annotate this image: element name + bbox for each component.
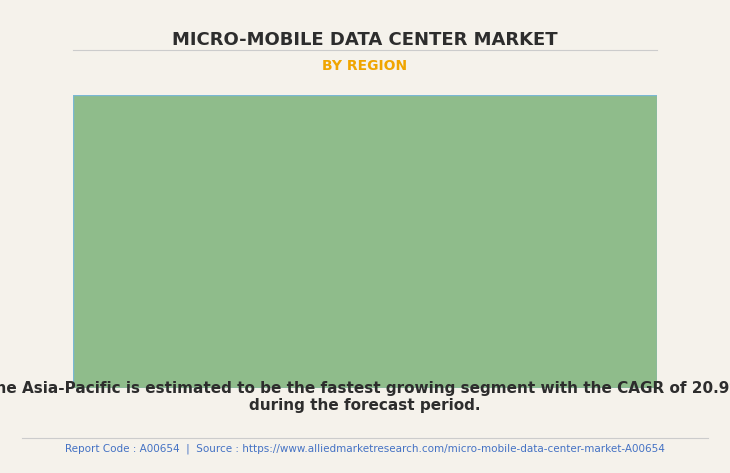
Text: during the forecast period.: during the forecast period.: [249, 398, 481, 413]
Text: BY REGION: BY REGION: [323, 59, 407, 73]
Text: MICRO-MOBILE DATA CENTER MARKET: MICRO-MOBILE DATA CENTER MARKET: [172, 31, 558, 49]
Text: Report Code : A00654  |  Source : https://www.alliedmarketresearch.com/micro-mob: Report Code : A00654 | Source : https://…: [65, 444, 665, 454]
Text: The Asia-Pacific is estimated to be the fastest growing segment with the CAGR of: The Asia-Pacific is estimated to be the …: [0, 381, 730, 396]
